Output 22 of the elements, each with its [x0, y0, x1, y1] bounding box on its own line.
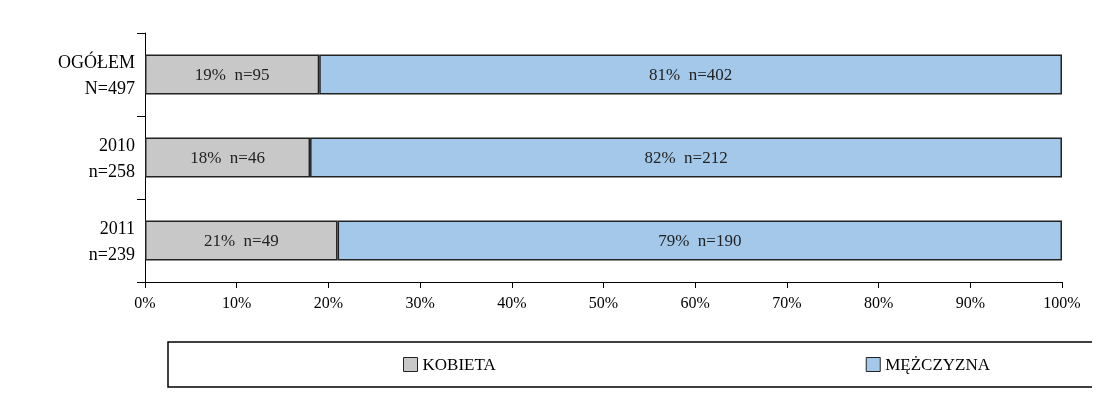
- x-tick-label: 100%: [1043, 293, 1081, 311]
- x-tick-label: 50%: [588, 293, 619, 311]
- x-tick-label: 60%: [680, 293, 710, 311]
- data-label: 21% n=49: [203, 231, 279, 250]
- data-label: 18% n=46: [190, 148, 265, 167]
- y-tick-label: 2011 n=239: [88, 217, 135, 264]
- legend-label: MĘŻCZYZNA: [885, 355, 991, 374]
- x-tick-label: 40%: [497, 293, 527, 311]
- y-tick-label: OGÓŁEM N=497: [58, 50, 135, 98]
- y-tick-label: 2010 n=258: [88, 134, 135, 181]
- x-tick-label: 80%: [863, 293, 894, 311]
- data-label: 81% n=402: [648, 65, 733, 84]
- x-tick-label: 20%: [313, 293, 344, 311]
- data-label: 19% n=95: [194, 65, 270, 84]
- data-label: 79% n=190: [658, 231, 742, 250]
- x-tick-label: 90%: [955, 293, 985, 311]
- x-tick-label: 70%: [772, 293, 802, 311]
- data-label: 82% n=212: [644, 148, 728, 167]
- x-tick-label: 30%: [405, 293, 435, 311]
- x-tick-label: 10%: [222, 293, 252, 311]
- legend-label: KOBIETA: [422, 355, 497, 374]
- x-tick-label: 0%: [134, 293, 156, 311]
